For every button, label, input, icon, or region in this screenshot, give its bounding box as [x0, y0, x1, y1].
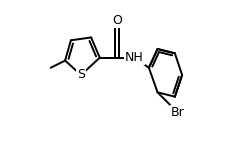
Text: Br: Br [171, 106, 185, 119]
Text: S: S [77, 69, 85, 81]
Text: O: O [112, 14, 122, 27]
Text: NH: NH [125, 51, 144, 64]
